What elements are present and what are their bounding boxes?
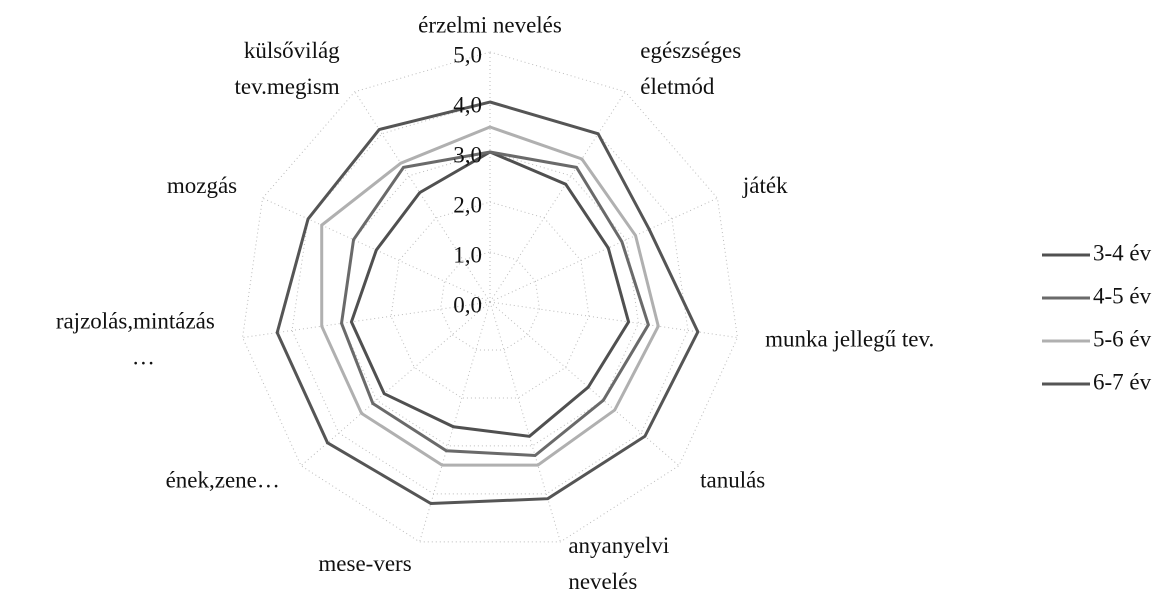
- category-label: nevelés: [568, 569, 637, 590]
- category-label: rajzolás,mintázás: [56, 308, 215, 333]
- legend-label: 6-7 év: [1093, 369, 1152, 394]
- tick-label: 3,0: [453, 142, 482, 167]
- category-label: …: [132, 344, 155, 369]
- spoke: [354, 91, 491, 303]
- tick-label: 1,0: [453, 242, 482, 267]
- spoke: [489, 91, 626, 303]
- spoke: [419, 301, 491, 543]
- category-label: ének,zene…: [166, 467, 280, 492]
- grid-ring: [341, 151, 639, 447]
- spoke: [489, 301, 680, 467]
- legend-label: 5-6 év: [1093, 326, 1152, 351]
- category-label: életmód: [640, 74, 715, 99]
- category-label: külsővilág: [244, 38, 340, 63]
- series-line: [275, 100, 700, 506]
- legend-label: 4-5 év: [1093, 283, 1152, 308]
- tick-label: 4,0: [453, 92, 482, 117]
- category-label: játék: [742, 173, 788, 198]
- tick-label: 0,0: [453, 292, 482, 317]
- spoke: [242, 301, 491, 339]
- category-label: anyanyelvi: [568, 533, 669, 558]
- category-label: munka jellegű tev.: [765, 326, 934, 351]
- spoke: [489, 301, 738, 339]
- category-label: mese-vers: [318, 551, 411, 576]
- spoke: [489, 197, 718, 303]
- category-label: egészséges: [640, 38, 741, 63]
- legend-label: 3-4 év: [1093, 240, 1152, 265]
- spoke: [300, 301, 491, 467]
- tick-label: 5,0: [453, 42, 482, 67]
- category-label: érzelmi nevelés: [418, 12, 562, 37]
- series-line: [339, 150, 651, 458]
- category-label: tev.megism: [235, 74, 340, 99]
- category-label: mozgás: [167, 173, 237, 198]
- category-label: tanulás: [700, 467, 765, 492]
- tick-label: 2,0: [453, 192, 482, 217]
- series-line: [349, 150, 631, 438]
- series-line: [320, 125, 660, 467]
- grid-ring: [390, 201, 590, 399]
- spoke: [489, 301, 561, 543]
